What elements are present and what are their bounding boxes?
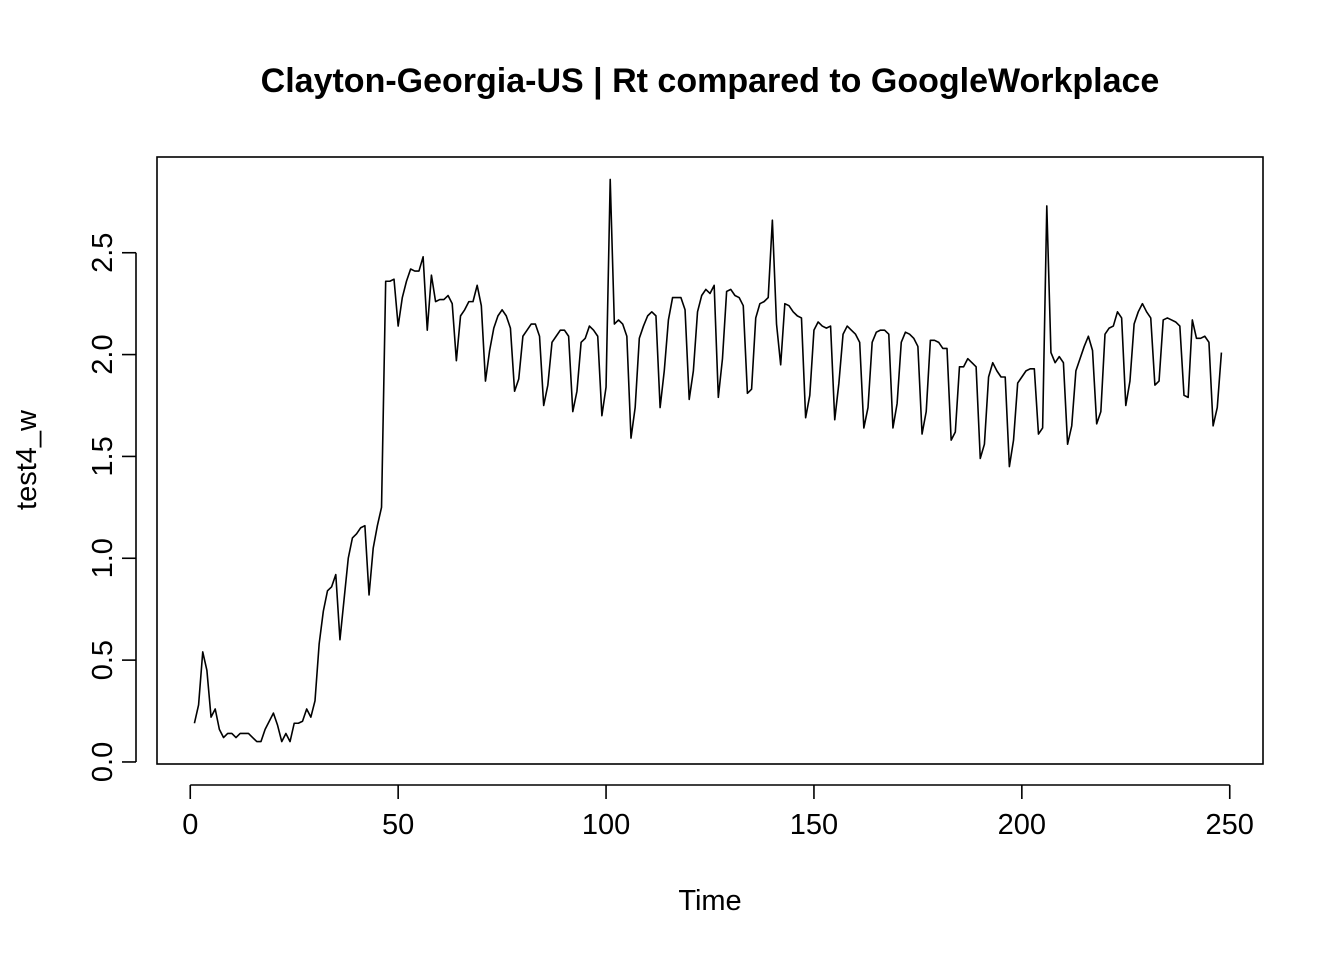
x-tick-label: 0 [182,809,198,841]
x-tick-label: 50 [382,809,414,841]
x-tick-label: 100 [582,809,630,841]
y-axis-label: test4_w [11,409,43,510]
y-axis: 0.0 0.5 1.0 1.5 2.0 2.5 [87,233,137,782]
y-tick-label: 2.0 [87,334,119,374]
x-axis: 0 50 100 150 200 250 [182,784,1254,841]
x-tick-label: 150 [790,809,838,841]
plot-frame [156,156,1264,765]
x-axis-label: Time [678,885,741,917]
y-tick-label: 0.5 [87,640,119,680]
chart-title: Clayton-Georgia-US | Rt compared to Goog… [261,62,1160,100]
y-tick-label: 0.0 [87,742,119,782]
y-tick-label: 1.5 [87,436,119,476]
y-tick-label: 1.0 [87,538,119,578]
x-tick-label: 250 [1206,809,1254,841]
y-tick-label: 2.5 [87,233,119,273]
series-line [193,178,1223,743]
x-tick-label: 200 [998,809,1046,841]
